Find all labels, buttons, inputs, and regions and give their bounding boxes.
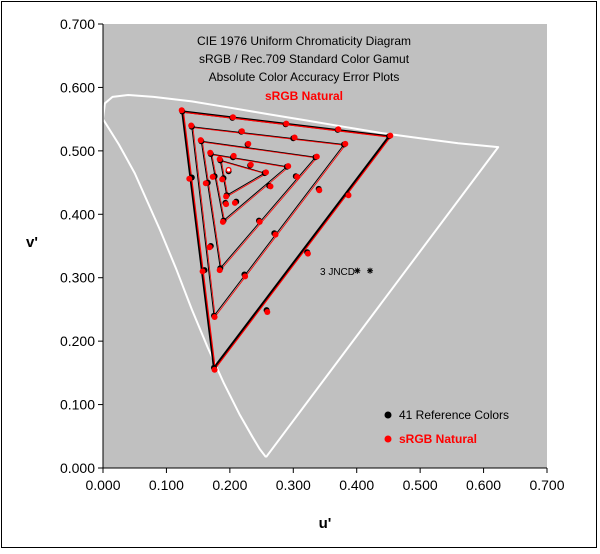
measured-point-10 xyxy=(223,201,230,208)
measured-point-27 xyxy=(256,218,263,225)
chart-title-line-3: Absolute Color Accuracy Error Plots xyxy=(209,70,400,84)
chart-title-line-1: CIE 1976 Uniform Chromaticity Diagram xyxy=(197,34,411,48)
measured-point-15 xyxy=(211,314,218,320)
measured-point-38 xyxy=(223,193,230,200)
measured-point-3 xyxy=(211,366,218,373)
reference-triangle-3 xyxy=(200,140,317,270)
y-axis-label: v' xyxy=(26,234,38,251)
legend-label-reference: 41 Reference Colors xyxy=(399,408,509,422)
data-points-layer xyxy=(178,107,394,373)
measured-point-14 xyxy=(342,140,349,147)
measured-point-21 xyxy=(202,180,209,187)
measured-point-11 xyxy=(199,268,206,275)
x-tick-label: 0.500 xyxy=(403,477,438,493)
legend-marker-reference xyxy=(384,411,392,419)
plot-area-background xyxy=(103,24,547,468)
measured-point-36 xyxy=(216,156,223,163)
measured-point-20 xyxy=(242,273,249,280)
measured-point-24 xyxy=(216,267,223,274)
spectral-locus-layer xyxy=(102,94,500,458)
white-point-center xyxy=(227,168,231,172)
measured-point-8 xyxy=(304,250,311,257)
measured-point-35 xyxy=(209,173,216,180)
legend: 41 Reference Colors sRGB Natural xyxy=(384,408,509,446)
x-tick-label: 0.200 xyxy=(212,477,247,493)
measured-point-12 xyxy=(186,175,193,182)
measured-point-29 xyxy=(207,149,214,156)
measured-point-6 xyxy=(335,126,342,133)
measured-point-31 xyxy=(219,218,226,225)
jncd-marker-1 xyxy=(354,267,361,274)
legend-marker-measured xyxy=(384,435,392,443)
x-axis-label: u' xyxy=(319,515,332,532)
jncd-marker-2 xyxy=(367,267,374,274)
measured-point-13 xyxy=(188,122,195,129)
measured-point-39 xyxy=(247,161,254,168)
spectral-locus xyxy=(102,94,500,458)
measured-point-19 xyxy=(272,231,279,238)
measured-point-9 xyxy=(264,309,271,315)
measured-point-7 xyxy=(345,192,352,199)
jncd-annotation: 3 JNCD xyxy=(320,267,355,278)
x-tick-label: 0.300 xyxy=(276,477,311,493)
y-tick-label: 0.500 xyxy=(60,143,95,159)
jncd-label: 3 JNCD xyxy=(320,267,355,278)
reference-triangle-4 xyxy=(210,153,289,222)
measured-point-30 xyxy=(285,163,292,170)
measured-point-34 xyxy=(231,199,238,206)
y-tick-label: 0.400 xyxy=(60,206,95,222)
x-tick-label: 0.000 xyxy=(85,477,120,493)
y-tick-label: 0.600 xyxy=(60,79,95,95)
jncd-marker-stroke xyxy=(367,268,373,274)
measured-point-26 xyxy=(294,173,301,180)
measured-point-1 xyxy=(178,107,185,114)
y-tick-label: 0.300 xyxy=(60,270,95,286)
y-tick-label: 0.700 xyxy=(60,16,95,32)
y-tick-label: 0.100 xyxy=(60,397,95,413)
measured-point-18 xyxy=(316,187,323,194)
jncd-marker-stroke xyxy=(354,268,360,274)
legend-label-measured: sRGB Natural xyxy=(399,432,477,446)
measured-point-25 xyxy=(245,140,252,147)
measured-point-23 xyxy=(313,153,320,160)
axes-layer: 0.000 0.100 0.200 0.300 0.400 0.500 0.600 0.700… xyxy=(60,16,565,493)
reference-triangle-2 xyxy=(191,126,345,318)
measured-point-33 xyxy=(267,183,274,190)
measured-triangle-3 xyxy=(202,141,318,270)
y-tick-label: 0.000 xyxy=(60,460,95,476)
measured-point-28 xyxy=(206,244,213,251)
y-tick-label: 0.200 xyxy=(60,333,95,349)
x-tick-label: 0.600 xyxy=(466,477,501,493)
measured-triangle-2 xyxy=(192,127,346,318)
measured-point-2 xyxy=(387,132,394,139)
measured-point-40 xyxy=(219,176,226,183)
measured-point-22 xyxy=(197,137,204,144)
chart-title-block: CIE 1976 Uniform Chromaticity Diagram sR… xyxy=(197,34,411,103)
x-tick-label: 0.700 xyxy=(529,477,564,493)
measured-point-4 xyxy=(230,114,236,121)
measured-point-17 xyxy=(291,134,298,141)
measured-point-32 xyxy=(230,152,237,159)
x-tick-label: 0.400 xyxy=(339,477,374,493)
measured-triangle-4 xyxy=(211,154,290,223)
measured-point-5 xyxy=(283,120,290,127)
measured-point-16 xyxy=(238,128,245,135)
measured-point-37 xyxy=(263,169,269,176)
chart-subtitle: sRGB Natural xyxy=(265,89,343,103)
chart-title-line-2: sRGB / Rec.709 Standard Color Gamut xyxy=(199,52,410,66)
x-tick-label: 0.100 xyxy=(149,477,184,493)
